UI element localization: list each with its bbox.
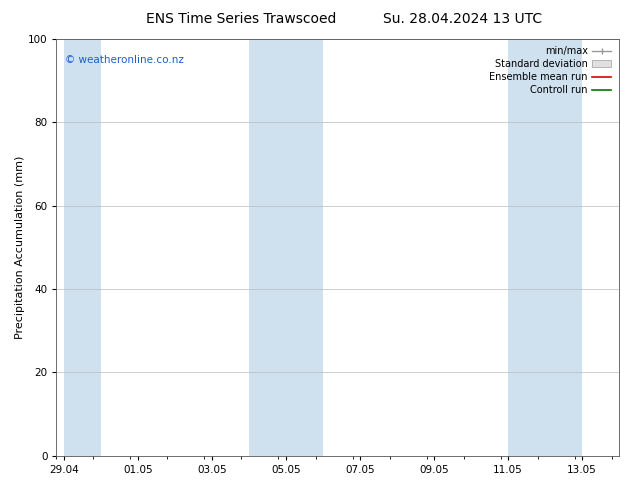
Legend: min/max, Standard deviation, Ensemble mean run, Controll run: min/max, Standard deviation, Ensemble me… bbox=[486, 44, 614, 98]
Text: ENS Time Series Trawscoed: ENS Time Series Trawscoed bbox=[146, 12, 336, 26]
Text: Su. 28.04.2024 13 UTC: Su. 28.04.2024 13 UTC bbox=[384, 12, 542, 26]
Y-axis label: Precipitation Accumulation (mm): Precipitation Accumulation (mm) bbox=[15, 156, 25, 339]
Bar bbox=[508, 39, 582, 456]
Bar bbox=[249, 39, 323, 456]
Text: © weatheronline.co.nz: © weatheronline.co.nz bbox=[65, 55, 184, 65]
Bar bbox=[64, 39, 101, 456]
